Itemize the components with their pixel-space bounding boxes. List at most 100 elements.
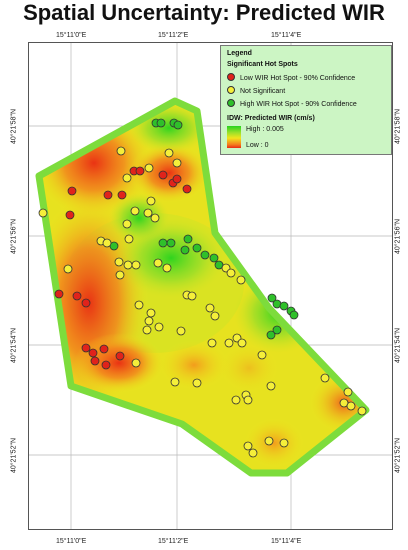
not-significant-point xyxy=(144,163,154,173)
high-hotspot-point xyxy=(209,253,219,263)
not-significant-point xyxy=(130,206,140,216)
not-significant-point xyxy=(176,326,186,336)
low-hotspot-point xyxy=(182,184,192,194)
low-hotspot-point xyxy=(117,190,127,200)
coord-right-3: 40°21'54"N xyxy=(394,327,402,364)
legend-idw-title: IDW: Predicted WIR (cm/s) xyxy=(227,115,315,122)
not-significant-point xyxy=(153,258,163,268)
not-significant-point xyxy=(207,338,217,348)
legend-low-label: Low : 0 xyxy=(246,142,269,149)
low-hotspot-point xyxy=(158,170,168,180)
high-hotspot-point xyxy=(289,310,299,320)
not-significant-point xyxy=(264,436,274,446)
high-hotspot-point xyxy=(266,330,276,340)
high-hotspot-point xyxy=(166,238,176,248)
not-significant-point xyxy=(170,377,180,387)
not-significant-point xyxy=(205,303,215,313)
low-hotspot-point xyxy=(88,348,98,358)
high-hotspot-point xyxy=(192,243,202,253)
high-hotspot-point xyxy=(272,325,282,335)
low-hotspot-point xyxy=(72,291,82,301)
map-title: Spatial Uncertainty: Predicted WIR xyxy=(23,0,385,25)
not-significant-point xyxy=(131,260,141,270)
coord-right-2: 40°21'56"N xyxy=(394,218,402,255)
not-significant-point xyxy=(266,381,276,391)
low-hotspot-point xyxy=(81,298,91,308)
not-significant-point xyxy=(134,300,144,310)
not-significant-point xyxy=(320,373,330,383)
coord-left-1: 40°21'58"N xyxy=(10,108,18,145)
not-significant-point xyxy=(102,238,112,248)
low-hotspot-point xyxy=(115,351,125,361)
not-significant-point xyxy=(226,268,236,278)
not-significant-point xyxy=(114,257,124,267)
not-significant-point xyxy=(116,146,126,156)
not-significant-point xyxy=(38,208,48,218)
yellow-dot-icon xyxy=(227,86,235,94)
legend-item-low: Low WIR Hot Spot - 90% Confidence xyxy=(227,73,355,82)
not-significant-point xyxy=(210,311,220,321)
legend-item-label: High WIR Hot Spot - 90% Confidence xyxy=(240,101,357,108)
low-hotspot-point xyxy=(99,344,109,354)
low-hotspot-point xyxy=(135,166,145,176)
not-significant-point xyxy=(63,264,73,274)
legend-item-not-significant: Not Significant xyxy=(227,86,285,95)
hotspot-points xyxy=(38,118,367,458)
not-significant-point xyxy=(172,158,182,168)
green-dot-icon xyxy=(227,99,235,107)
not-significant-point xyxy=(237,338,247,348)
not-significant-point xyxy=(187,291,197,301)
not-significant-point xyxy=(243,441,253,451)
not-significant-point xyxy=(224,338,234,348)
not-significant-point xyxy=(236,275,246,285)
idw-map xyxy=(29,43,392,529)
not-significant-point xyxy=(122,173,132,183)
coord-right-1: 40°21'58"N xyxy=(394,108,402,145)
not-significant-point xyxy=(144,316,154,326)
legend-title: Legend xyxy=(227,50,252,57)
low-hotspot-point xyxy=(54,289,64,299)
high-hotspot-point xyxy=(200,250,210,260)
not-significant-point xyxy=(143,208,153,218)
coord-left-3: 40°21'54"N xyxy=(10,327,18,364)
coord-right-4: 40°21'52"N xyxy=(394,437,402,474)
low-hotspot-point xyxy=(172,174,182,184)
coord-bottom-1: 15°11'0"E xyxy=(56,538,87,545)
not-significant-point xyxy=(115,270,125,280)
not-significant-point xyxy=(154,322,164,332)
low-hotspot-point xyxy=(90,356,100,366)
coord-top-3: 15°11'4"E xyxy=(271,32,302,39)
legend-item-label: Not Significant xyxy=(240,88,286,95)
high-hotspot-point xyxy=(267,293,277,303)
high-hotspot-point xyxy=(158,238,168,248)
color-ramp xyxy=(227,126,241,148)
legend-item-high: High WIR Hot Spot - 90% Confidence xyxy=(227,99,357,108)
low-hotspot-point xyxy=(67,186,77,196)
low-hotspot-point xyxy=(101,360,111,370)
not-significant-point xyxy=(231,395,241,405)
red-dot-icon xyxy=(227,73,235,81)
not-significant-point xyxy=(248,448,258,458)
low-hotspot-point xyxy=(103,190,113,200)
not-significant-point xyxy=(346,401,356,411)
high-hotspot-point xyxy=(173,120,183,130)
not-significant-point xyxy=(243,395,253,405)
not-significant-point xyxy=(279,438,289,448)
coord-top-2: 15°11'2"E xyxy=(158,32,189,39)
not-significant-point xyxy=(192,378,202,388)
high-hotspot-point xyxy=(180,245,190,255)
not-significant-point xyxy=(142,325,152,335)
not-significant-point xyxy=(146,308,156,318)
low-hotspot-point xyxy=(81,343,91,353)
legend-item-label: Low WIR Hot Spot - 90% Confidence xyxy=(240,75,356,82)
not-significant-point xyxy=(257,350,267,360)
legend-high-label: High : 0.005 xyxy=(246,126,284,133)
not-significant-point xyxy=(150,213,160,223)
coord-top-1: 15°11'0"E xyxy=(56,32,87,39)
not-significant-point xyxy=(131,358,141,368)
not-significant-point xyxy=(164,148,174,158)
map-legend: Legend Significant Hot Spots Low WIR Hot… xyxy=(220,45,392,155)
not-significant-point xyxy=(343,387,353,397)
not-significant-point xyxy=(146,196,156,206)
low-hotspot-point xyxy=(65,210,75,220)
